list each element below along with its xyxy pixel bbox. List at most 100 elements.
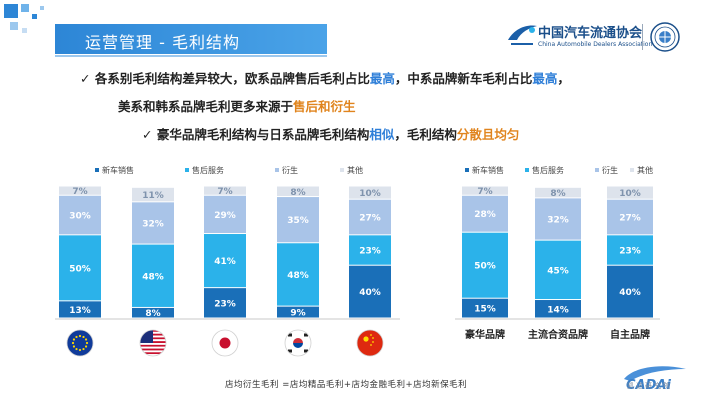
bullet-1-line-1: ✓ 各系别毛利结构差异较大，欧系品牌售后毛利占比最高，中系品牌新车毛利占比最高， [80,68,570,87]
bar-segment [59,186,101,195]
bar-segment [349,235,391,265]
title-banner: 运营管理 - 毛利结构 [55,24,327,54]
data-label: 23% [619,247,641,257]
highlight-text: 最高 [532,71,558,86]
bar-segment [607,186,653,199]
highlight-text: 分散且均匀 [456,127,520,142]
legend-label: 其他 [637,165,653,175]
bar-segment [277,186,319,197]
bullet-2-line-1: ✓ 豪华品牌毛利结构与日系品牌毛利结构相似，毛利结构分散且均匀 [142,124,519,143]
flag-rim [284,329,312,357]
flag-stripe [140,344,166,347]
flag-star [84,338,88,341]
flag-star [363,336,369,342]
flag-star [75,347,78,351]
legend-swatch [525,168,529,172]
flag-star [82,347,85,351]
bar-segment [59,301,101,318]
flag-trigram [304,333,308,337]
flag-stripe [140,343,166,345]
association-name-en: China Automobile Dealers Association [538,41,653,48]
flag-taeguk-bottom [293,343,303,348]
flag-trigram [288,333,292,337]
data-label: 50% [69,264,91,274]
category-label: 自主品牌 [610,328,650,341]
bar-segment [535,240,581,300]
flag-stripe [140,348,166,351]
china-flag-icon [356,329,384,357]
bar-segment [462,186,508,195]
data-label: 9% [290,309,305,319]
flag-field [357,330,383,356]
flag-field [67,330,93,356]
bar-segment [462,195,508,232]
data-label: 7% [477,187,492,197]
bar-segment [59,195,101,235]
data-label: 8% [290,188,305,198]
korea-flag-icon [284,329,312,357]
seal-emblem-icon [650,22,680,52]
bar-segment [607,265,653,318]
bar-segment [535,187,581,198]
legend-label: 其他 [347,165,363,175]
data-label: 10% [619,189,641,199]
legend-swatch [595,168,599,172]
bullet-1-line-2: 美系和韩系品牌毛利更多来源于售后和衍生 [118,96,356,115]
data-label: 30% [69,212,91,222]
bar-segment [204,234,246,288]
flag-rim [139,329,167,357]
logo-divider [642,24,643,50]
data-label: 15% [474,305,496,315]
legend-swatch [95,168,99,172]
flag-rim [356,329,384,357]
legend-swatch [275,168,279,172]
highlight-text: 最高 [369,71,395,86]
cada-logo-icon [508,25,537,45]
bar-segment [204,288,246,318]
footer-note: 店均衍生毛利 =店均精品毛利+店均金融毛利+店均新保毛利 [225,380,468,390]
bar-segment [132,244,174,307]
flag-star [85,341,89,345]
flag-taeguk-top [293,338,303,343]
cadai-logo-icon: CADAi [624,366,686,393]
flag-stripe [140,352,166,355]
legend-label: 售后服务 [532,165,564,175]
data-label: 45% [547,266,569,276]
data-label: 11% [142,191,164,201]
bullet-text: ，中系品牌新车毛利占比 [394,71,533,86]
flag-star [72,345,76,348]
data-label: 8% [145,309,160,319]
bar-segment [204,195,246,234]
bullet-text: ✓ 豪华品牌毛利结构与日系品牌毛利结构 [142,127,370,142]
bar-segment [462,298,508,318]
legend-label: 新车销售 [472,165,504,175]
data-label: 13% [69,306,91,316]
flag-star [72,338,76,341]
legend-swatch [340,168,344,172]
data-label: 7% [217,187,232,197]
flag-stripe [140,346,166,349]
bullet-text: ， [557,71,570,86]
flag-star [372,341,374,343]
bar-segment [349,199,391,235]
data-label: 48% [142,272,164,282]
association-name-cn: 中国汽车流通协会 [538,26,643,41]
bar-segment [132,187,174,202]
bullet-text: 美系和韩系品牌毛利更多来源于 [118,99,294,114]
legend-swatch [185,168,189,172]
bar-segment [607,199,653,235]
bar-segment [462,232,508,298]
flag-stripe [140,354,166,356]
legend-label: 衍生 [602,165,618,175]
bar-segment [535,300,581,318]
flag-star [372,337,374,339]
legend-label: 售后服务 [192,165,224,175]
flag-rim [66,329,94,357]
data-label: 8% [550,189,565,199]
legend-label: 衍生 [282,165,298,175]
flag-star [78,334,82,338]
flag-star [82,335,85,339]
legend-swatch [465,168,469,172]
category-label: 主流合资品牌 [528,328,588,341]
